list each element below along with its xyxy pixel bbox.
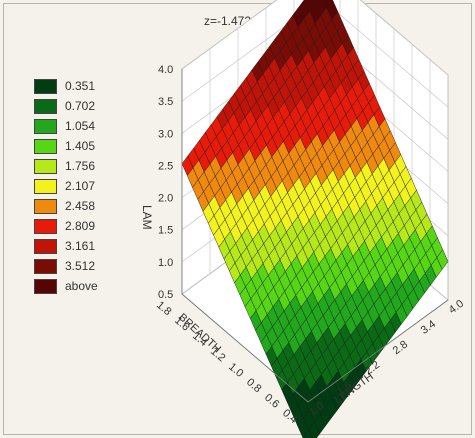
legend-swatch [34, 258, 57, 274]
legend-item: above [34, 276, 98, 296]
z-tick-label: 2.5 [158, 160, 173, 172]
legend-swatch [34, 158, 57, 174]
legend-swatch [34, 98, 57, 114]
x-axis-line [307, 299, 449, 403]
legend-label: 2.107 [65, 179, 96, 193]
legend-item: 0.702 [34, 96, 98, 116]
legend-swatch [34, 178, 57, 194]
legend-label: 3.161 [65, 239, 96, 253]
legend-label: 1.054 [65, 119, 96, 133]
x-tick-label: 2.8 [391, 339, 410, 358]
legend-label: 1.405 [65, 139, 96, 153]
z-tick-label: 1.0 [158, 257, 173, 269]
legend-item: 2.107 [34, 176, 98, 196]
x-tick-label: 4.0 [447, 298, 466, 317]
surface-cell [436, 249, 449, 270]
legend-label: 0.351 [65, 79, 96, 93]
legend-item: 1.054 [34, 116, 98, 136]
legend-swatch [34, 138, 57, 154]
legend-label: 3.512 [65, 259, 96, 273]
legend-swatch [34, 118, 57, 134]
x-tick-label: 3.4 [419, 318, 438, 337]
legend-item: 1.756 [34, 156, 98, 176]
legend-item: 0.351 [34, 76, 98, 96]
z-tick-label: 2.0 [158, 193, 173, 205]
y-axis-line [181, 293, 309, 403]
legend-item: 3.161 [34, 236, 98, 256]
legend-swatch [34, 218, 57, 234]
z-grid-line [181, 0, 449, 76]
legend-item: 1.405 [34, 136, 98, 156]
z-tick-label: 4.0 [158, 64, 173, 76]
legend-swatch [34, 278, 57, 294]
legend-item: 2.458 [34, 196, 98, 216]
legend-item: 2.809 [34, 216, 98, 236]
z-tick-label: 3.0 [158, 128, 173, 140]
z-grid-line [181, 0, 449, 108]
legend-swatch [34, 78, 57, 94]
legend-swatch [34, 198, 57, 214]
z-tick-label: 3.5 [158, 96, 173, 108]
z-tick-label: 0.5 [158, 289, 173, 301]
y-tick-label: 1.0 [226, 361, 245, 380]
legend: 0.351 0.702 1.054 1.405 1.756 2.107 2.458 2.809… [34, 76, 98, 296]
legend-label: 2.458 [65, 199, 96, 213]
legend-swatch [34, 238, 57, 254]
legend-item: 3.512 [34, 256, 98, 276]
y-tick-label: 0.6 [262, 392, 281, 411]
legend-label: above [65, 279, 98, 293]
z-axis-title: LAM [140, 205, 154, 230]
y-tick-label: 1.8 [154, 299, 173, 318]
y-tick-label: 0.8 [244, 376, 263, 395]
legend-label: 2.809 [65, 219, 96, 233]
surface-cell [313, 0, 319, 4]
legend-label: 0.702 [65, 99, 96, 113]
z-tick-label: 1.5 [158, 225, 173, 237]
legend-label: 1.756 [65, 159, 96, 173]
